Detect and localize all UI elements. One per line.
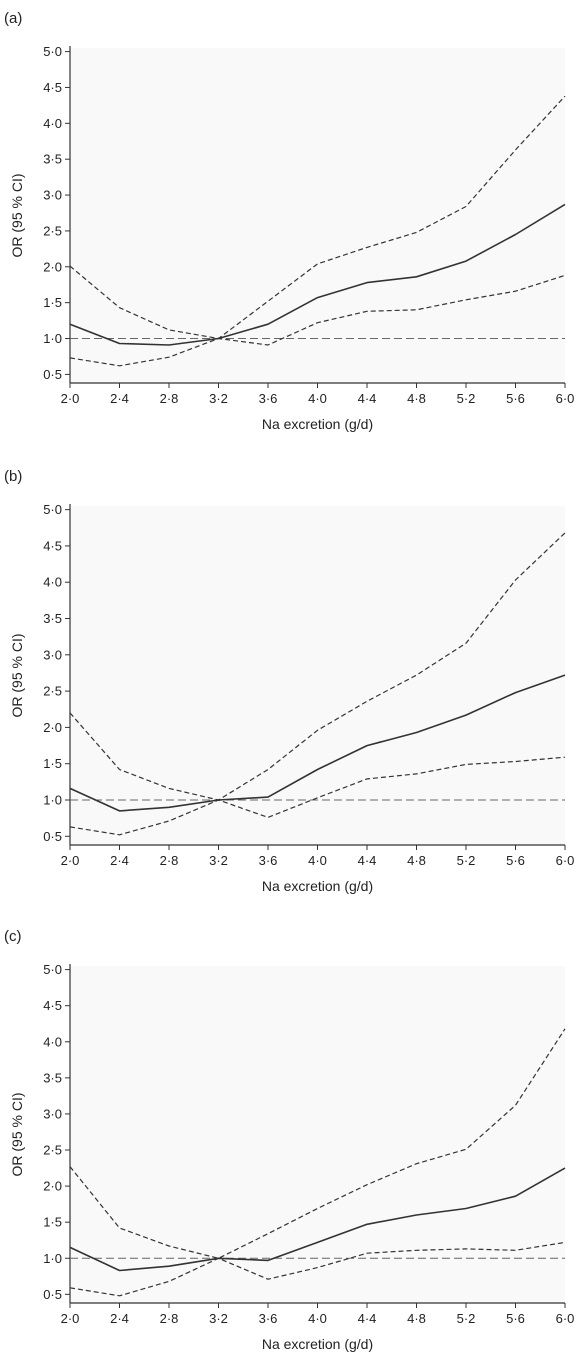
panel-2-y-tick-label: 1·0 (43, 1251, 62, 1266)
panel-0-x-tick-label: 4·8 (407, 391, 426, 406)
panel-1-plot-area (70, 506, 565, 845)
panel-1-x-tick-label: 5·6 (506, 853, 525, 868)
panel-2-y-tick-label: 4·5 (43, 998, 62, 1013)
panel-1-x-tick-label: 3·6 (259, 853, 278, 868)
panel-1-y-tick-label: 0·5 (43, 829, 62, 844)
panel-2-x-tick-label: 2·4 (110, 1311, 129, 1326)
panel-0-x-tick-label: 2·0 (61, 391, 80, 406)
panel-1-x-tick-label: 6·0 (556, 853, 575, 868)
panel-1-x-tick-label: 4·8 (407, 853, 426, 868)
panel-2-plot-area (70, 966, 565, 1303)
panel-1-x-tick-label: 5·2 (457, 853, 476, 868)
panel-1-x-tick-label: 2·8 (160, 853, 179, 868)
panel-0-y-axis-title: OR (95 % CI) (9, 173, 25, 257)
panel-1-y-tick-label: 4·5 (43, 538, 62, 553)
panel-1-x-axis-title: Na excretion (g/d) (262, 878, 373, 894)
panel-0-lower-ci-line (69, 274, 566, 367)
panel-0-y-tick-label: 5·0 (43, 44, 62, 59)
panel-1-y-tick-label: 1·5 (43, 756, 62, 771)
panel-0-x-tick-label: 3·2 (209, 391, 228, 406)
panel-2-y-tick-label: 5·0 (43, 962, 62, 977)
panel-2-panel-label: (c) (4, 928, 22, 945)
panel-1-y-tick-label: 3·5 (43, 611, 62, 626)
panel-2-y-tick-label: 1·5 (43, 1215, 62, 1230)
panel-2-x-tick-label: 5·6 (506, 1311, 525, 1326)
panel-2-y-tick-label: 4·0 (43, 1034, 62, 1049)
panel-2-x-tick-label: 3·2 (209, 1311, 228, 1326)
panel-1-estimate-line (69, 674, 566, 812)
panel-2-x-axis-title: Na excretion (g/d) (262, 1336, 373, 1352)
panel-2-lower-ci-line (69, 1241, 566, 1297)
panel-1-x-tick-label: 4·4 (358, 853, 377, 868)
panel-2-y-tick-label: 3·5 (43, 1070, 62, 1085)
panel-2-y-axis-title: OR (95 % CI) (9, 1092, 25, 1176)
panel-2-estimate-line (69, 1167, 566, 1272)
panel-1-x-tick-label: 2·0 (61, 853, 80, 868)
panel-0-x-tick-label: 5·6 (506, 391, 525, 406)
panel-2-y-tick-label: 2·0 (43, 1179, 62, 1194)
panel-0-y-tick-label: 3·0 (43, 188, 62, 203)
panel-1-x-tick-label: 3·2 (209, 853, 228, 868)
panel-2-y-tick-label: 2·5 (43, 1143, 62, 1158)
panel-0-y-tick-label: 1·0 (43, 331, 62, 346)
panel-1-y-tick-label: 3·0 (43, 647, 62, 662)
panel-1-panel-label: (b) (4, 468, 22, 485)
panel-0-x-tick-label: 5·2 (457, 391, 476, 406)
panel-2-x-tick-label: 4·4 (358, 1311, 377, 1326)
panel-0-x-tick-label: 3·6 (259, 391, 278, 406)
panel-1-upper-ci-line (69, 532, 566, 801)
panel-0-y-tick-label: 3·5 (43, 152, 62, 167)
panel-0-x-tick-label: 2·8 (160, 391, 179, 406)
panel-0-plot-area (70, 48, 565, 383)
panel-1-y-axis-title: OR (95 % CI) (9, 633, 25, 717)
panel-2-x-tick-label: 4·0 (308, 1311, 327, 1326)
panel-2-x-tick-label: 2·0 (61, 1311, 80, 1326)
panel-2-upper-ci-line (69, 1028, 566, 1259)
panel-0-y-tick-label: 0·5 (43, 367, 62, 382)
panel-2-x-tick-label: 3·6 (259, 1311, 278, 1326)
panel-1-y-tick-label: 2·5 (43, 684, 62, 699)
panel-0-x-tick-label: 2·4 (110, 391, 129, 406)
panel-1-lower-ci-line (69, 756, 566, 836)
panel-0-x-tick-label: 6·0 (556, 391, 575, 406)
panel-2-x-tick-label: 2·8 (160, 1311, 179, 1326)
panel-2-x-tick-label: 5·2 (457, 1311, 476, 1326)
panel-2-y-tick-label: 3·0 (43, 1106, 62, 1121)
panel-0-y-tick-label: 2·0 (43, 259, 62, 274)
panel-0-x-tick-label: 4·0 (308, 391, 327, 406)
panel-0-estimate-line (69, 203, 566, 346)
panel-0-y-tick-label: 1·5 (43, 295, 62, 310)
panel-1-x-tick-label: 4·0 (308, 853, 327, 868)
panel-0-panel-label: (a) (4, 10, 22, 27)
panel-1-y-tick-label: 5·0 (43, 502, 62, 517)
panel-1-y-tick-label: 2·0 (43, 720, 62, 735)
panel-2-y-tick-label: 0·5 (43, 1287, 62, 1302)
panel-0-x-tick-label: 4·4 (358, 391, 377, 406)
panel-2-x-tick-label: 6·0 (556, 1311, 575, 1326)
panel-1-y-tick-label: 4·0 (43, 575, 62, 590)
panel-1-x-tick-label: 2·4 (110, 853, 129, 868)
panel-2-x-tick-label: 4·8 (407, 1311, 426, 1326)
panel-0-y-tick-label: 4·5 (43, 80, 62, 95)
panel-0-upper-ci-line (69, 95, 566, 340)
panel-1-y-tick-label: 1·0 (43, 792, 62, 807)
panel-0-x-axis-title: Na excretion (g/d) (262, 416, 373, 432)
panel-0-y-tick-label: 4·0 (43, 116, 62, 131)
panel-0-y-tick-label: 2·5 (43, 223, 62, 238)
